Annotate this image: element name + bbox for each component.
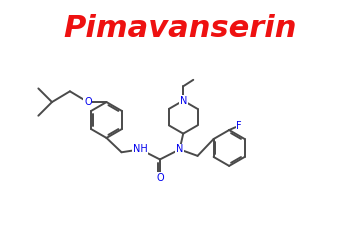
- Text: O: O: [84, 97, 92, 107]
- Text: O: O: [156, 173, 164, 183]
- Text: Pimavanserin: Pimavanserin: [63, 14, 297, 43]
- Text: F: F: [237, 121, 242, 132]
- Text: N: N: [176, 144, 183, 154]
- Text: NH: NH: [133, 144, 148, 154]
- Text: N: N: [180, 96, 187, 106]
